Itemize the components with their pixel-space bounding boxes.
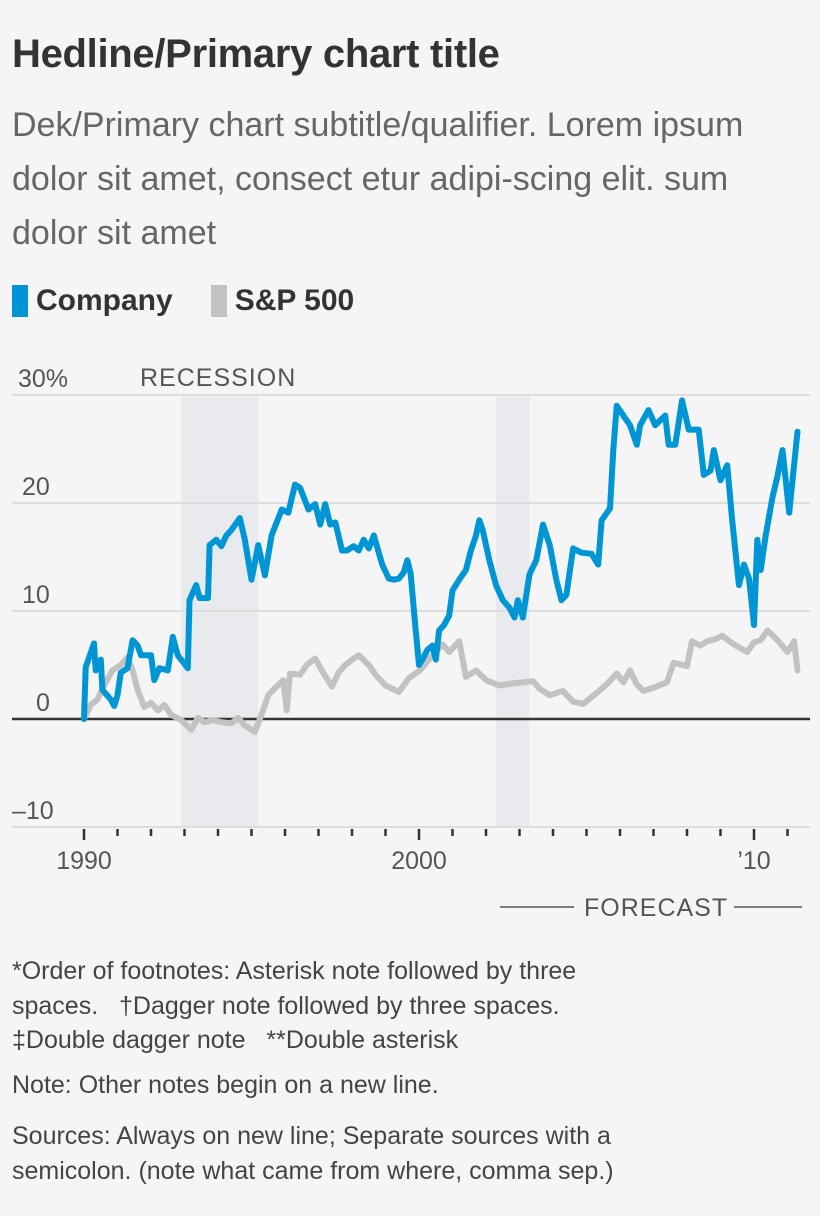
y-tick-label: 10 — [22, 581, 50, 609]
y-tick-label: –10 — [12, 797, 54, 825]
legend-swatch-company — [12, 285, 28, 317]
sources-line-2: semicolon. (note what came from where, c… — [12, 1157, 614, 1185]
note: Note: Other notes begin on a new line. — [12, 1071, 439, 1099]
line-chart: 30% 20 10 0 –10 RECESSION 1990 2000 ’10 FORECA… — [12, 364, 810, 922]
x-tick-label: 2000 — [391, 847, 447, 875]
footnote-line-2: spaces. †Dagger note followed by three s… — [12, 992, 560, 1020]
x-axis: 1990 2000 ’10 — [56, 829, 789, 875]
legend-item-sp500: S&P 500 — [210, 284, 355, 318]
legend-swatch-sp500 — [210, 285, 227, 317]
y-tick-label: 0 — [36, 689, 50, 717]
legend-item-company: Company — [12, 284, 173, 318]
y-tick-label: 20 — [22, 473, 50, 501]
legend-label-sp500: S&P 500 — [234, 284, 355, 317]
legend: Company S&P 500 — [12, 284, 392, 318]
series-line-company — [81, 397, 801, 722]
series-lines — [81, 397, 801, 735]
y-tick-label: 30% — [18, 365, 68, 393]
forecast-label: FORECAST — [584, 894, 728, 922]
gridlines: 30% 20 10 0 –10 — [12, 365, 810, 828]
footnote-line-3: ‡Double dagger note **Double asterisk — [12, 1026, 459, 1054]
recession-label: RECESSION — [140, 364, 296, 392]
legend-label-company: Company — [36, 284, 173, 317]
footnote-line-1: *Order of footnotes: Asterisk note follo… — [12, 957, 577, 985]
x-tick-label: 1990 — [56, 847, 112, 875]
x-tick-label: ’10 — [737, 847, 770, 875]
chart-title: Hedline/Primary chart title — [12, 32, 500, 76]
chart-subtitle: Dek/Primary chart subtitle/qualifier. Lo… — [12, 106, 744, 252]
sources-line-1: Sources: Always on new line; Separate so… — [12, 1122, 611, 1150]
series-line-sp500 — [81, 627, 801, 735]
